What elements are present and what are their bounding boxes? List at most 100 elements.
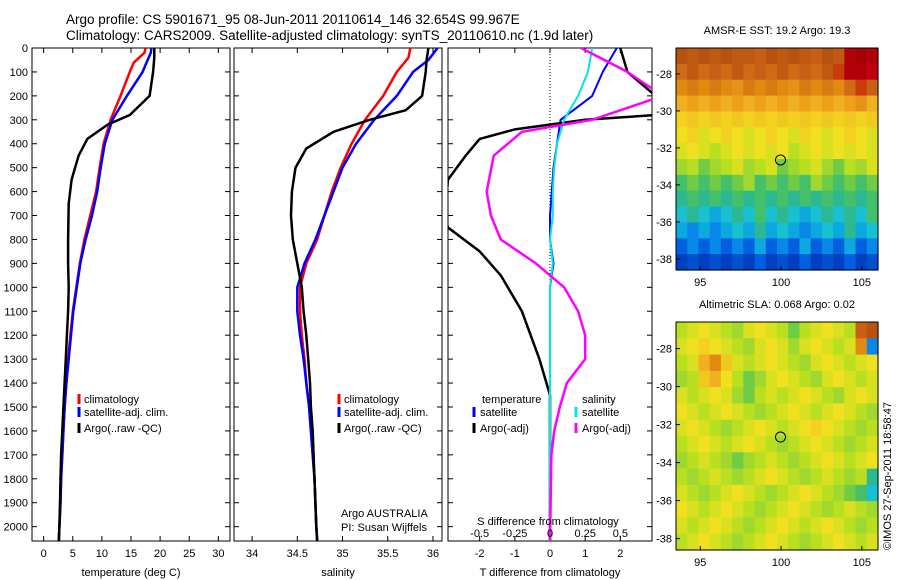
sst_map-cell [855, 238, 868, 255]
sst_map-cell [743, 127, 756, 144]
sla_map-cell [687, 452, 700, 470]
sst_map-cell [810, 190, 823, 208]
sla_map-xtick-label: 105 [853, 557, 871, 569]
sst_map-cell [810, 238, 823, 255]
sla_map-cell [866, 322, 879, 339]
sla_map-cell [844, 501, 857, 519]
salinity-xtick-label: 35 [336, 548, 348, 560]
diff-legend-head-sal: salinity [582, 394, 616, 406]
sst_map-cell [698, 79, 711, 97]
sla_map-cell [754, 322, 767, 339]
sst_map-cell [788, 63, 801, 81]
difference-series-salinity-satellite [549, 48, 594, 541]
sst_map-cell [777, 79, 789, 97]
sst_map-cell [687, 174, 700, 192]
legend-label-temp-1: satellite-adj. clim. [84, 407, 168, 419]
temperature-ytick-label: 600 [10, 187, 28, 199]
temperature-xtick-label: 15 [125, 548, 137, 560]
sla_map-cell [720, 468, 733, 486]
temperature-ytick-label: 200 [10, 91, 28, 103]
sst_map-cell [833, 63, 845, 81]
sst_map-cell [743, 143, 756, 160]
diff-legend-s-0: satellite [582, 407, 619, 419]
sst_map-cell [743, 238, 756, 255]
sla_map-cell [732, 419, 744, 437]
sst_map-cell [788, 254, 801, 271]
sst_map-cell [709, 79, 722, 97]
sst_map-cell [720, 79, 733, 97]
sst_map-cell [720, 63, 733, 81]
sst_map-cell [709, 127, 722, 144]
sst_map-cell [866, 143, 879, 160]
sla_map-cell [777, 370, 789, 388]
sla_map-cell [821, 370, 834, 388]
sla_map-cell [799, 468, 812, 486]
sla_map-cell [754, 484, 767, 502]
sla_map-cell [799, 436, 812, 453]
salinity-xtick-label: 36 [427, 548, 439, 560]
sst_map-cell [866, 206, 879, 224]
sla_map-cell [676, 452, 688, 470]
sst_map-cell [788, 206, 801, 224]
sla_map-cell [788, 436, 801, 453]
temperature-ytick-label: 300 [10, 115, 28, 127]
sst_map-cell [765, 174, 778, 192]
sla_map-cell [866, 517, 879, 535]
sla_map-cell [732, 387, 744, 405]
sla_map-cell [732, 436, 744, 453]
sla_map-cell [833, 387, 845, 405]
sla_map-cell [754, 370, 767, 388]
sla_map-cell [765, 322, 778, 339]
sla_map-ytick-label: -38 [656, 534, 672, 546]
sst_map-cell [765, 159, 778, 176]
difference-xtick-label: -2 [475, 548, 485, 560]
sla_map-cell [844, 468, 857, 486]
sst_map-cell [732, 111, 744, 128]
sst_map-cell [821, 79, 834, 97]
diff-s-xlabel: S difference from climatology [477, 516, 619, 528]
sla_map-cell [855, 338, 868, 356]
sla_map-cell [855, 419, 868, 437]
sla_map-cell [743, 322, 756, 339]
sla_map-cell [765, 419, 778, 437]
sst_map-cell [844, 254, 857, 271]
sla_map-cell [821, 436, 834, 453]
sst_map-cell [799, 48, 812, 65]
sla_map-cell [676, 501, 688, 519]
sla_map-cell [777, 403, 789, 421]
sst_map-cell [866, 190, 879, 208]
sla_map-ytick-label: -34 [656, 458, 672, 470]
sla_map-cell [855, 517, 868, 535]
temperature-xtick-label: 20 [154, 548, 166, 560]
sst_map-cell [788, 143, 801, 160]
sla_map-cell [788, 419, 801, 437]
sst_map-cell [709, 143, 722, 160]
sst_map-cell [676, 222, 688, 239]
sla_map-cell [833, 419, 845, 437]
sst_map-cell [754, 111, 767, 128]
sla_map-cell [844, 517, 857, 535]
sla_map-cell [676, 403, 688, 421]
sla_map-cell [810, 370, 823, 388]
sst_map-cell [833, 127, 845, 144]
sla_map-cell [844, 370, 857, 388]
diff-stick-label: 0.5 [613, 528, 628, 540]
temperature-ytick-label: 700 [10, 211, 28, 223]
sst_map-cell [687, 143, 700, 160]
sla_map-cell [676, 370, 688, 388]
sst_map-cell [833, 254, 845, 271]
temperature-ytick-label: 800 [10, 234, 28, 246]
sst_map-cell [754, 48, 767, 65]
sst_map-cell [821, 159, 834, 176]
sst_map-cell [698, 222, 711, 239]
sla_map-cell [799, 419, 812, 437]
sla_map-cell [676, 338, 688, 356]
sla_map-cell [709, 403, 722, 421]
sst_map-cell [765, 206, 778, 224]
temperature-xtick-label: 10 [96, 548, 108, 560]
sst_map-cell [754, 254, 767, 271]
sst_map-cell [833, 111, 845, 128]
sla_map-cell [709, 468, 722, 486]
sla_map-axes-box [675, 321, 879, 551]
sst_map-cell [743, 48, 756, 65]
